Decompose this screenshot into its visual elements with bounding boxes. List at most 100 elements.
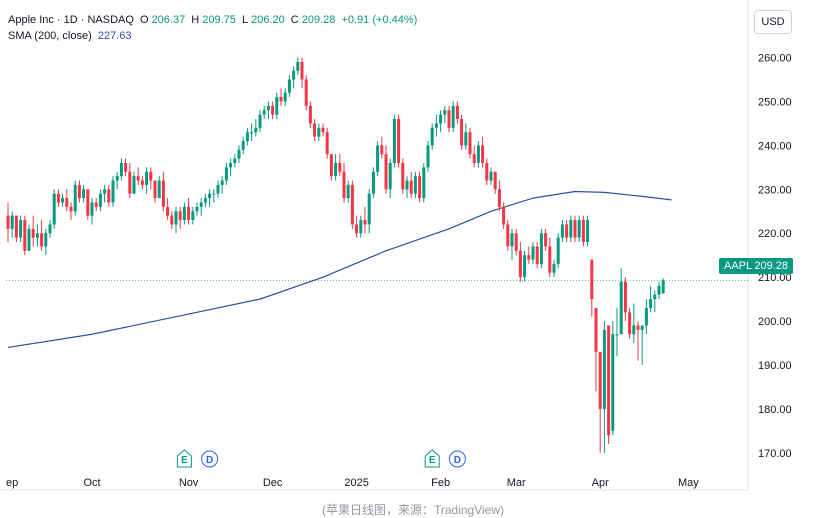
candle [19, 215, 23, 243]
candle-body [149, 171, 153, 181]
candle [170, 211, 174, 229]
candle-body [552, 263, 556, 273]
candle [199, 198, 203, 216]
candle [149, 167, 153, 190]
candle-body [619, 281, 623, 335]
candle-body [569, 220, 573, 238]
open-value: 206.37 [151, 14, 186, 26]
symbol-label[interactable]: Apple Inc · 1D · NASDAQ [8, 14, 134, 26]
candle [460, 114, 464, 150]
candle-body [518, 250, 522, 278]
candle-body [266, 105, 270, 111]
candle [649, 285, 653, 313]
candle [140, 176, 144, 190]
candle [653, 290, 657, 313]
candle-body [535, 246, 539, 264]
candle-body [212, 193, 216, 195]
candle-body [86, 189, 90, 216]
candle [401, 158, 405, 194]
candle-body [115, 176, 119, 181]
candle-body [531, 246, 535, 260]
candle-body [98, 193, 102, 207]
dividend-marker[interactable]: D [448, 450, 466, 468]
candle [380, 136, 384, 159]
candle-body [413, 176, 417, 194]
candle-body [632, 325, 636, 335]
time-tick-label: May [678, 477, 699, 489]
candle [132, 171, 136, 194]
candle-body [653, 294, 657, 300]
candle [128, 162, 132, 199]
currency-button[interactable]: USD [754, 10, 792, 34]
candle-body [523, 255, 527, 278]
candle [111, 176, 115, 207]
candle [464, 123, 468, 150]
candle [586, 215, 590, 247]
candle [224, 162, 228, 185]
sma-label[interactable]: SMA (200, close) [8, 30, 92, 42]
candle [481, 136, 485, 168]
candle [342, 162, 346, 203]
candle [296, 57, 300, 76]
low-label: L [241, 14, 249, 26]
change-value: +0.91 (+0.44%) [341, 14, 418, 26]
last-price-badge: AAPL 209.28 [719, 258, 793, 274]
sma-value: 227.63 [97, 30, 132, 42]
earnings-marker[interactable]: E [176, 449, 192, 468]
high-label: H [191, 14, 200, 26]
candle [636, 321, 640, 361]
price-tick-label: 260.00 [758, 53, 792, 65]
candle-body [128, 171, 132, 194]
candle-body [321, 127, 325, 133]
candle [615, 307, 619, 357]
candle [350, 180, 354, 229]
candle-body [275, 97, 279, 115]
candle-body [220, 180, 224, 185]
candle-body [31, 228, 35, 238]
candle-body [296, 61, 300, 71]
candle-body [119, 162, 123, 177]
candle [384, 145, 388, 194]
candle [388, 158, 392, 199]
candle-body [426, 145, 430, 168]
candle [262, 105, 266, 120]
candle [455, 101, 459, 124]
close-value: 209.28 [301, 14, 336, 26]
candle [602, 321, 606, 453]
candle [77, 180, 81, 203]
candle-body [607, 325, 611, 436]
candle [523, 250, 527, 282]
candle-body [628, 312, 632, 335]
candle-body [208, 193, 212, 199]
candle [304, 75, 308, 111]
candle-body [48, 224, 52, 234]
candle [510, 228, 514, 260]
price-tick-label: 220.00 [758, 228, 792, 240]
candle-body [308, 105, 312, 124]
candle [632, 303, 636, 344]
candle-body [598, 351, 602, 409]
candle-body [241, 141, 245, 150]
candle-body [573, 220, 577, 238]
dividend-marker[interactable]: D [201, 450, 219, 468]
sma-layer [7, 190, 672, 349]
candle-body [657, 285, 661, 295]
candle [371, 167, 375, 199]
candle [476, 141, 480, 168]
candle-body [565, 224, 569, 238]
candle-body [392, 119, 396, 163]
candle-body [77, 184, 81, 199]
candle-body [65, 198, 69, 207]
candle [266, 101, 270, 120]
candle [598, 351, 602, 453]
earnings-marker[interactable]: E [424, 449, 440, 468]
candle-body [224, 167, 228, 181]
candle-body [527, 255, 531, 260]
candle [493, 171, 497, 194]
candle-body [292, 70, 296, 80]
candle [283, 88, 287, 106]
price-tick-label: 190.00 [758, 360, 792, 372]
candle-body [497, 189, 501, 207]
candle [166, 198, 170, 221]
